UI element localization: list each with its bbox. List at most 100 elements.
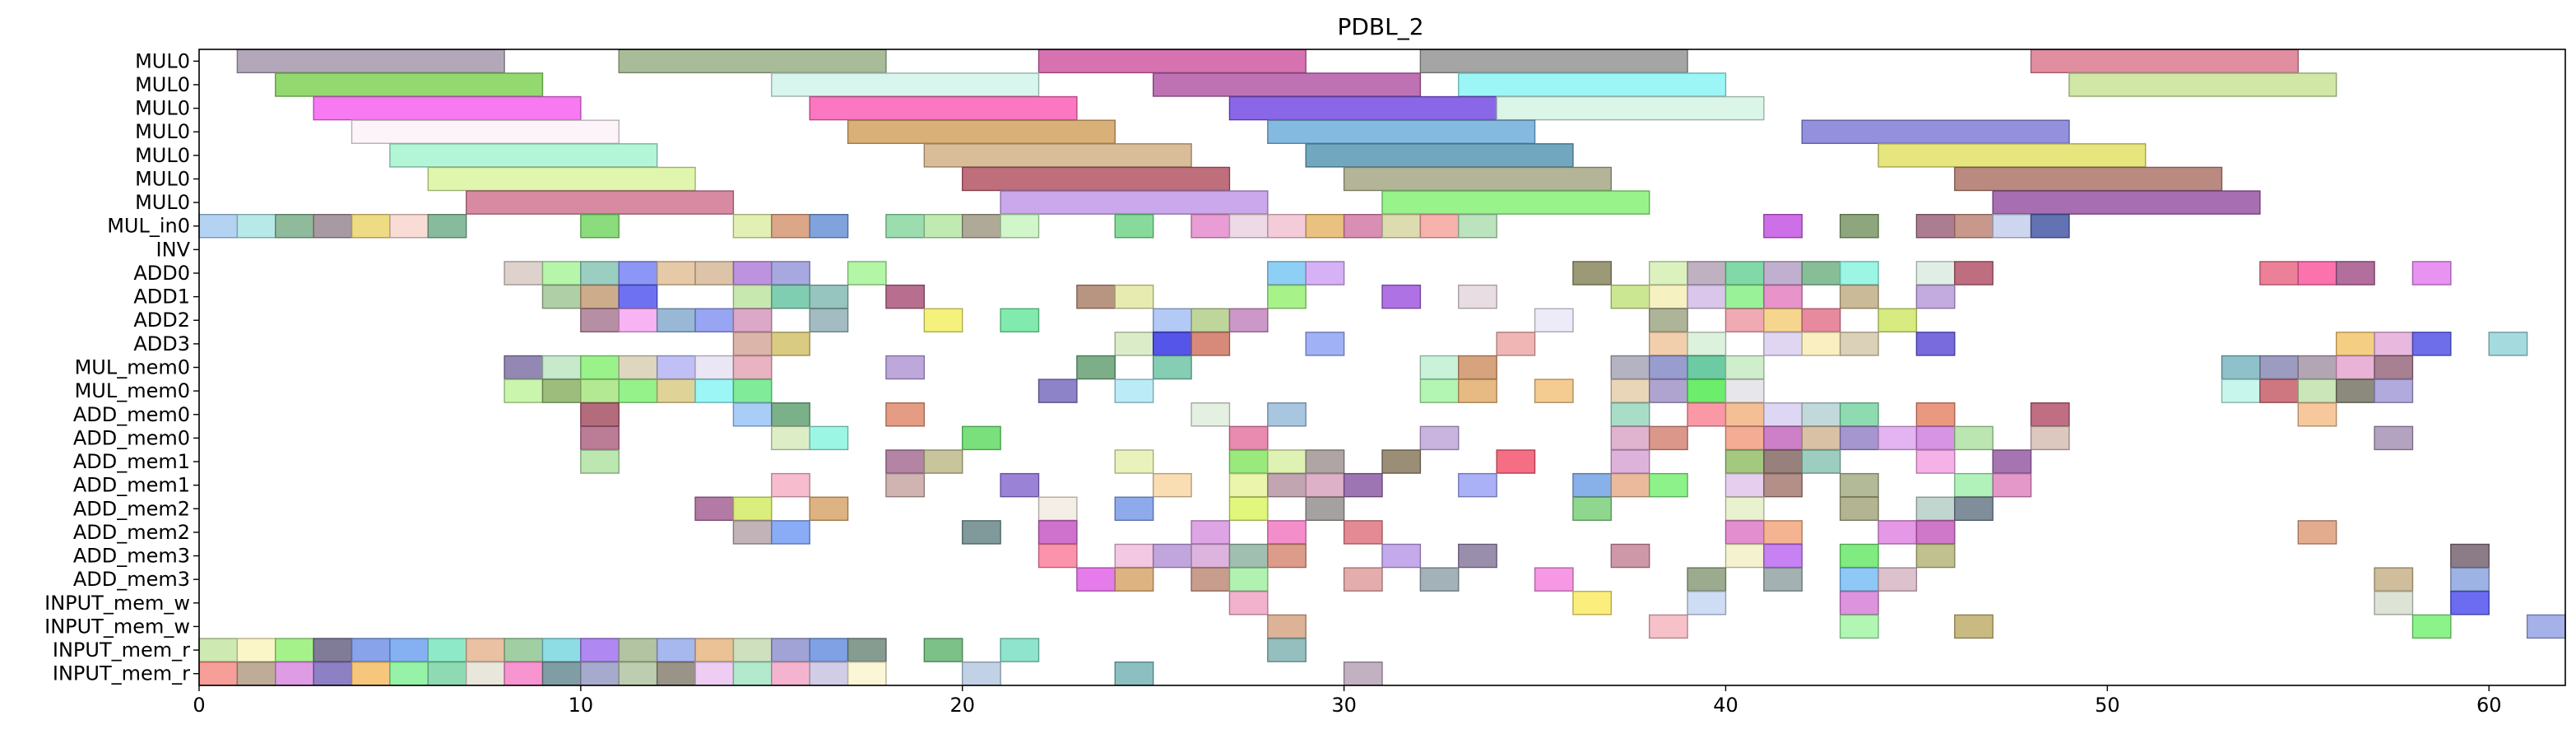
task-bar <box>466 638 505 662</box>
task-bar <box>1724 378 1765 403</box>
task-bar <box>1915 449 1956 474</box>
task-bar <box>1152 308 1192 332</box>
x-tick-label: 60 <box>2476 694 2502 717</box>
x-tick-label: 10 <box>569 694 594 717</box>
task-bar <box>1343 567 1383 592</box>
task-bar <box>694 496 735 522</box>
task-bar <box>1267 520 1307 545</box>
task-bar <box>1572 261 1613 286</box>
task-bar <box>847 661 887 686</box>
row-label: MUL_in0 <box>107 215 190 238</box>
x-tick-label: 0 <box>193 694 205 717</box>
task-bar <box>732 332 773 356</box>
task-bar <box>1534 308 1574 332</box>
task-bar <box>1649 614 1688 639</box>
task-bar <box>923 449 963 474</box>
task-bar <box>962 425 1001 451</box>
task-bar <box>1267 284 1307 309</box>
task-bar <box>2450 543 2490 569</box>
task-bar <box>1649 355 1688 380</box>
task-bar <box>1343 472 1383 498</box>
task-bar <box>2335 261 2375 286</box>
task-bar <box>1992 449 2032 474</box>
task-bar <box>1649 378 1688 403</box>
task-bar <box>885 284 926 309</box>
task-bar <box>198 638 239 662</box>
task-bar <box>1381 284 1422 309</box>
task-bar <box>1343 661 1383 686</box>
task-bar <box>732 378 773 403</box>
task-bar <box>2259 261 2299 286</box>
task-bar <box>389 661 429 686</box>
task-bar <box>618 661 658 686</box>
task-bar <box>1839 425 1879 451</box>
task-bar <box>1839 567 1879 592</box>
task-bar <box>885 402 926 427</box>
task-bar <box>1801 261 1841 286</box>
task-bar <box>2411 614 2452 639</box>
task-bar <box>580 308 620 332</box>
task-bar <box>1000 638 1040 662</box>
task-bar <box>1191 543 1231 569</box>
task-bar <box>1381 543 1422 569</box>
task-bar <box>1114 496 1154 522</box>
task-bar <box>1572 591 1613 615</box>
task-bar <box>1763 472 1803 498</box>
task-bar <box>580 449 620 474</box>
task-bar <box>236 49 505 74</box>
task-bar <box>2450 591 2490 615</box>
task-bar <box>427 661 467 686</box>
task-bar <box>771 332 810 356</box>
task-bar <box>1687 284 1727 309</box>
task-bar <box>2297 355 2337 380</box>
task-bar <box>2526 614 2566 639</box>
task-bar <box>618 49 887 74</box>
task-bar <box>313 95 582 121</box>
task-bar <box>1839 472 1879 498</box>
task-bar <box>1114 284 1154 309</box>
task-bar <box>236 638 276 662</box>
task-bar <box>618 638 658 662</box>
task-bar <box>350 119 620 144</box>
task-bar <box>732 520 773 545</box>
task-bar <box>580 661 620 686</box>
row-label: MUL0 <box>135 49 190 72</box>
task-bar <box>618 378 658 403</box>
task-bar <box>2259 378 2299 403</box>
task-bar <box>2030 402 2070 427</box>
row-label: MUL0 <box>135 191 190 214</box>
task-bar <box>580 213 620 239</box>
task-bar <box>1114 332 1154 356</box>
task-bar <box>732 496 773 522</box>
task-bar <box>1610 425 1650 451</box>
row-label: ADD_mem2 <box>73 497 190 520</box>
task-bar <box>1419 378 1460 403</box>
task-bar <box>1801 119 2070 144</box>
task-bar <box>1687 402 1727 427</box>
task-bar <box>2297 378 2337 403</box>
task-bar <box>2030 213 2070 239</box>
task-bar <box>1992 190 2261 215</box>
task-bar <box>1305 449 1345 474</box>
task-bar <box>1724 520 1765 545</box>
task-bar <box>694 308 735 332</box>
task-bar <box>1267 402 1307 427</box>
task-bar <box>1763 213 1803 239</box>
task-bar <box>732 402 773 427</box>
task-bar <box>656 261 696 286</box>
task-bar <box>694 378 735 403</box>
task-bar <box>2374 355 2414 380</box>
row-label: INPUT_mem_r <box>53 662 190 685</box>
task-bar <box>1915 261 1956 286</box>
task-bar <box>1191 213 1231 239</box>
task-bar <box>2374 567 2414 592</box>
row-labels: MUL0MUL0MUL0MUL0MUL0MUL0MUL0MUL_in0INVAD… <box>44 49 199 685</box>
task-bar <box>1839 496 1879 522</box>
task-bar <box>198 661 239 686</box>
task-bar <box>1839 213 1879 239</box>
task-bar <box>504 261 544 286</box>
task-bar <box>1152 332 1192 356</box>
task-bar <box>1649 472 1688 498</box>
task-bar <box>1915 332 1956 356</box>
